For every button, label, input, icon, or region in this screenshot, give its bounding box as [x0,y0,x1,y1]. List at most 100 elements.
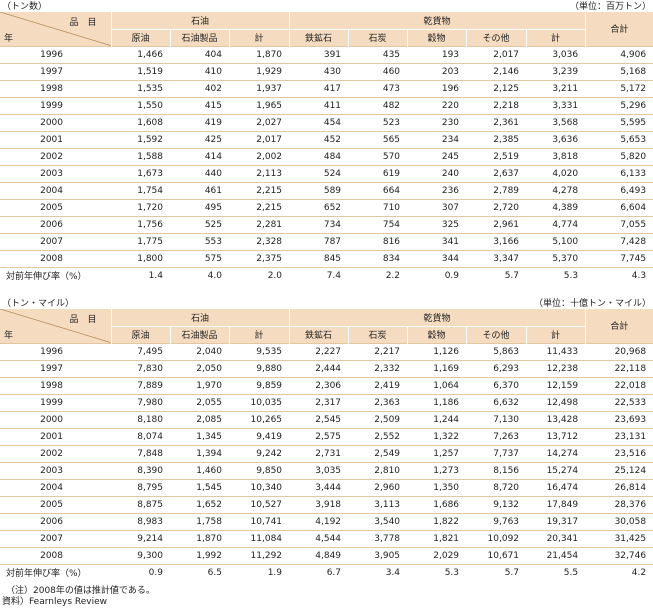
table-row: 2006 8,983 1,758 10,741 4,192 3,540 1,822 9,763… [0,512,653,530]
value-cell: 12,238 [526,359,586,377]
value-cell: 220 [407,96,467,114]
value-cell: 734 [289,215,349,233]
value-cell: 8,156 [466,461,527,479]
growth-rate-cell: 5.7 [466,563,527,581]
value-cell: 3,444 [289,478,349,496]
growth-rate-cell: 1.4 [111,266,170,284]
value-cell: 473 [348,79,408,97]
value-cell: 2,227 [289,342,349,360]
table1-unit-left: （トン数） [2,2,48,12]
col-header: その他 [465,325,527,343]
table2-unit-left: （トン・マイル） [2,299,75,309]
group-dry-header: 乾貨物 [288,12,586,29]
value-cell: 3,347 [466,249,527,267]
year-cell: 2005 [0,495,111,513]
value-cell: 11,084 [229,529,290,547]
value-cell: 1,126 [407,342,467,360]
table-row: 2001 8,074 1,345 9,419 2,575 2,552 1,322 7,263 1… [0,427,653,445]
col-header: 石炭 [347,325,408,343]
value-cell: 7,428 [585,232,653,250]
table-row: 2000 8,180 2,085 10,265 2,545 2,509 1,244 7,130… [0,410,653,428]
col-header: 鉄鉱石 [288,325,349,343]
value-cell: 1,992 [170,546,229,564]
col-header: 石炭 [347,28,408,46]
value-cell: 25,124 [585,461,653,479]
header-item-year-cell: 品 目 年 [0,12,111,46]
table-row: 2008 1,800 575 2,375 845 834 344 3,347 5,370 7,74… [0,249,653,267]
value-cell: 1,608 [111,113,170,131]
value-cell: 10,671 [466,546,527,564]
value-cell: 2,363 [348,393,408,411]
value-cell: 230 [407,113,467,131]
growth-rate-cell: 5.3 [526,266,586,284]
year-cell: 2000 [0,410,111,428]
value-cell: 1,775 [111,232,170,250]
value-cell: 7,848 [111,444,170,462]
value-cell: 7,830 [111,359,170,377]
diagonal-line [0,309,111,343]
value-cell: 1,686 [407,495,467,513]
total-header: 合計 [584,309,653,343]
year-cell: 2004 [0,181,111,199]
year-cell: 1996 [0,342,111,360]
value-cell: 440 [170,164,229,182]
value-cell: 553 [170,232,229,250]
growth-rate-label: 対前年伸び率（%） [0,563,111,581]
value-cell: 28,376 [585,495,653,513]
value-cell: 4,774 [526,215,586,233]
value-cell: 2,961 [466,215,527,233]
year-label: 年 [4,33,14,44]
value-cell: 575 [170,249,229,267]
value-cell: 4,278 [526,181,586,199]
value-cell: 414 [170,147,229,165]
table-row: 2007 1,775 553 2,328 787 816 341 3,166 5,100 7,42… [0,232,653,250]
value-cell: 2,281 [229,215,290,233]
value-cell: 411 [289,96,349,114]
value-cell: 1,064 [407,376,467,394]
value-cell: 435 [348,45,408,63]
value-cell: 1,394 [170,444,229,462]
table-row: 2003 8,390 1,460 9,850 3,035 2,810 1,273 8,156 1… [0,461,653,479]
value-cell: 1,550 [111,96,170,114]
value-cell: 8,983 [111,512,170,530]
value-cell: 2,017 [466,45,527,63]
table-row: 1996 1,466 404 1,870 391 435 193 2,017 3,036 4,90… [0,45,653,63]
value-cell: 9,132 [466,495,527,513]
value-cell: 2,545 [289,410,349,428]
year-cell: 2002 [0,444,111,462]
value-cell: 8,390 [111,461,170,479]
col-header: 計 [525,325,586,343]
note-text: （注）2008年の値は推計値である。 [6,586,155,596]
value-cell: 7,495 [111,342,170,360]
value-cell: 664 [348,181,408,199]
value-cell: 22,018 [585,376,653,394]
value-cell: 2,519 [466,147,527,165]
value-cell: 2,040 [170,342,229,360]
value-cell: 461 [170,181,229,199]
table-row: 2002 7,848 1,394 9,242 2,731 2,549 1,257 7,737 1… [0,444,653,462]
value-cell: 2,810 [348,461,408,479]
col-header: その他 [465,28,527,46]
year-cell: 2004 [0,478,111,496]
growth-rate-cell: 5.5 [526,563,586,581]
table2-unit-right: （単位：十億トン・マイル） [533,299,651,309]
value-cell: 9,763 [466,512,527,530]
growth-rate-label: 対前年伸び率（%） [0,266,111,284]
value-cell: 2,125 [466,79,527,97]
value-cell: 7,745 [585,249,653,267]
table-row: 2000 1,608 419 2,027 454 523 230 2,361 3,568 5,59… [0,113,653,131]
value-cell: 1,673 [111,164,170,182]
value-cell: 391 [289,45,349,63]
value-cell: 1,460 [170,461,229,479]
item-label: 品 目 [69,315,97,325]
value-cell: 7,263 [466,427,527,445]
value-cell: 652 [289,198,349,216]
value-cell: 325 [407,215,467,233]
value-cell: 1,345 [170,427,229,445]
value-cell: 20,341 [526,529,586,547]
header-item-year-cell: 品 目 年 [0,309,111,343]
value-cell: 2,960 [348,478,408,496]
value-cell: 2,317 [289,393,349,411]
value-cell: 8,875 [111,495,170,513]
table-row: 1996 7,495 2,040 9,535 2,227 2,217 1,126 5,863 1… [0,342,653,360]
